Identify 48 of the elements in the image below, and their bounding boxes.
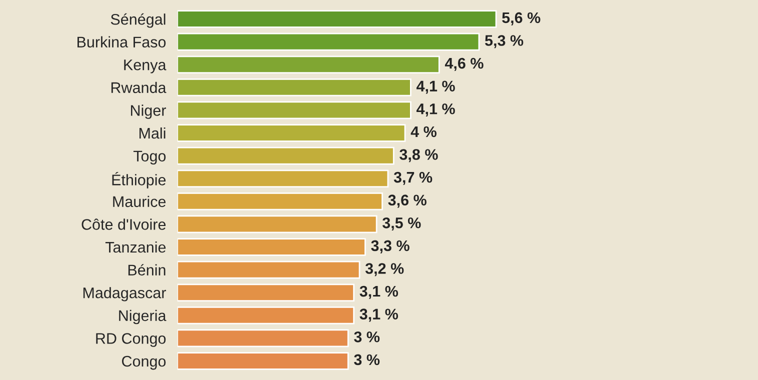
bar (177, 284, 354, 302)
y-tick-label: Niger (131, 104, 166, 119)
bar (177, 124, 406, 142)
bar (177, 260, 360, 279)
y-tick-label: Kenya (124, 60, 166, 74)
bar (177, 32, 480, 51)
data-label: 4,1 % (416, 80, 455, 94)
data-label: 5,3 % (485, 35, 524, 48)
y-tick-label: Congo (122, 356, 166, 370)
y-tick-label: RD Congo (96, 333, 166, 347)
y-tick-label: Maurice (113, 196, 166, 208)
bar (177, 215, 378, 234)
bar (177, 10, 497, 28)
bar (177, 352, 349, 370)
data-label: 3 % (354, 331, 380, 342)
data-label: 3,6 % (388, 194, 426, 208)
bar (177, 101, 412, 120)
y-tick-label: Togo (133, 150, 166, 165)
y-tick-label: Burkina Faso (78, 36, 166, 48)
bar (177, 170, 389, 188)
y-tick-label: Nigeria (119, 310, 166, 324)
y-tick-label: Côte d'Ivoire (82, 218, 166, 230)
data-label: 3,1 % (360, 286, 398, 299)
data-label: 3,3 % (371, 240, 410, 254)
bar (177, 329, 349, 348)
bar (177, 192, 383, 210)
data-label: 5,6 % (502, 12, 540, 26)
y-tick-label: Madagascar (83, 287, 166, 302)
data-label: 3,2 % (365, 263, 404, 276)
bar (177, 238, 366, 256)
bar (177, 146, 394, 165)
data-label: 4 % (410, 126, 436, 138)
data-label: 3,8 % (400, 149, 438, 162)
y-tick-label: Bénin (128, 264, 166, 276)
bar (177, 306, 354, 324)
y-tick-label: Tanzanie (105, 241, 166, 253)
data-label: 3 % (354, 354, 380, 366)
bar (177, 56, 440, 74)
data-label: 3,7 % (394, 172, 432, 185)
data-label: 4,6 % (444, 58, 484, 71)
data-label: 3,1 % (360, 308, 398, 322)
y-tick-label: Mali (140, 127, 166, 139)
bar (177, 78, 412, 96)
y-tick-label: Éthiopie (112, 172, 166, 188)
data-label: 4,1 % (416, 104, 455, 117)
data-label: 3,5 % (382, 217, 421, 231)
y-tick-label: Rwanda (111, 82, 166, 94)
y-tick-label: Sénégal (110, 13, 166, 28)
